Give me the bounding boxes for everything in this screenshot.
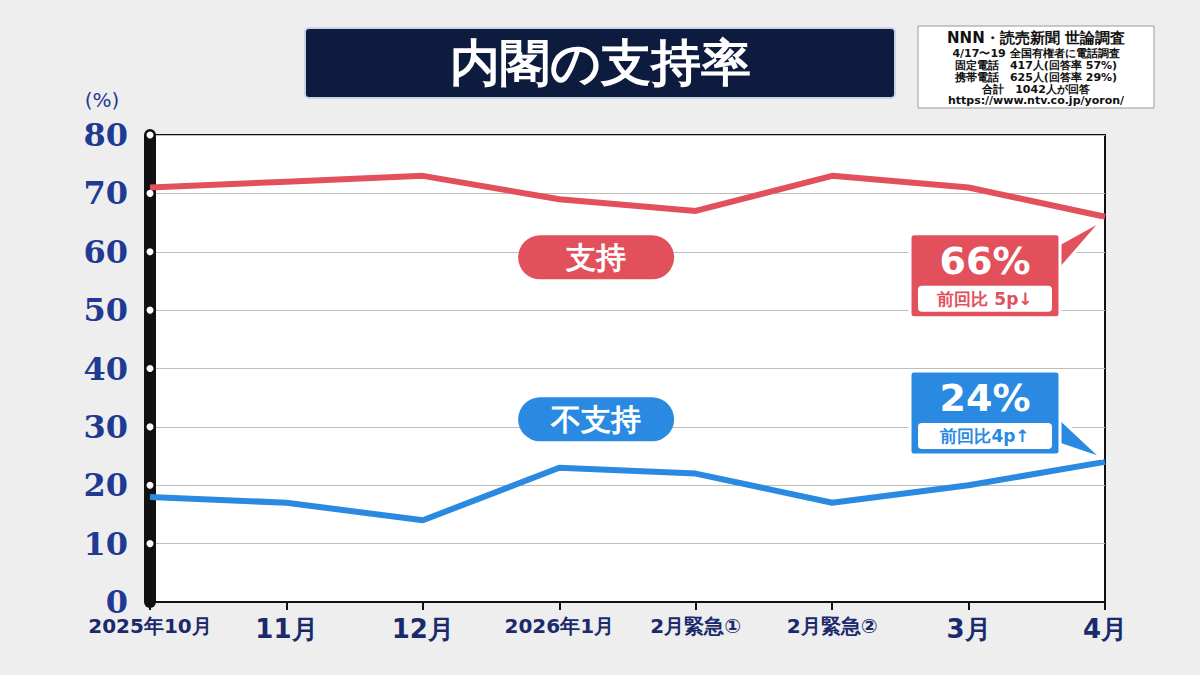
svg-text:12月: 12月	[392, 614, 454, 644]
svg-text:2025年10月: 2025年10月	[88, 614, 212, 638]
svg-text:4月: 4月	[1083, 614, 1127, 644]
svg-text:支持: 支持	[565, 240, 626, 275]
svg-text:2026年1月: 2026年1月	[504, 614, 614, 638]
svg-text:20: 20	[83, 466, 128, 504]
svg-text:50: 50	[83, 291, 128, 329]
svg-text:合計 1042人が回答: 合計 1042人が回答	[982, 82, 1090, 96]
svg-text:前回比4p↑: 前回比4p↑	[939, 426, 1029, 446]
svg-text:不支持: 不支持	[550, 402, 641, 437]
svg-text:11月: 11月	[255, 614, 317, 644]
svg-text:2月緊急②: 2月緊急②	[787, 614, 878, 638]
svg-text:0: 0	[105, 583, 128, 621]
svg-text:固定電話 417人(回答率 57%): 固定電話 417人(回答率 57%)	[954, 58, 1118, 72]
svg-text:66%: 66%	[940, 239, 1031, 283]
svg-text:内閣の支持率: 内閣の支持率	[450, 34, 751, 92]
svg-text:30: 30	[83, 408, 128, 446]
svg-text:80: 80	[83, 116, 128, 154]
svg-text:40: 40	[83, 350, 128, 388]
svg-text:前回比 5p↓: 前回比 5p↓	[936, 289, 1032, 309]
svg-text:2月緊急①: 2月緊急①	[650, 614, 741, 638]
svg-text:4/17〜19 全国有権者に電話調査: 4/17〜19 全国有権者に電話調査	[952, 46, 1120, 60]
svg-text:NNN・読売新聞 世論調査: NNN・読売新聞 世論調査	[947, 29, 1125, 47]
svg-text:24%: 24%	[940, 376, 1031, 420]
svg-text:携帯電話 625人(回答率 29%): 携帯電話 625人(回答率 29%)	[954, 70, 1118, 84]
svg-text:70: 70	[83, 174, 128, 212]
svg-text:https://www.ntv.co.jp/yoron/: https://www.ntv.co.jp/yoron/	[948, 94, 1125, 107]
svg-text:3月: 3月	[947, 614, 991, 644]
svg-text:10: 10	[83, 525, 128, 563]
svg-text:60: 60	[83, 233, 128, 271]
svg-text:(%): (%)	[85, 88, 120, 112]
